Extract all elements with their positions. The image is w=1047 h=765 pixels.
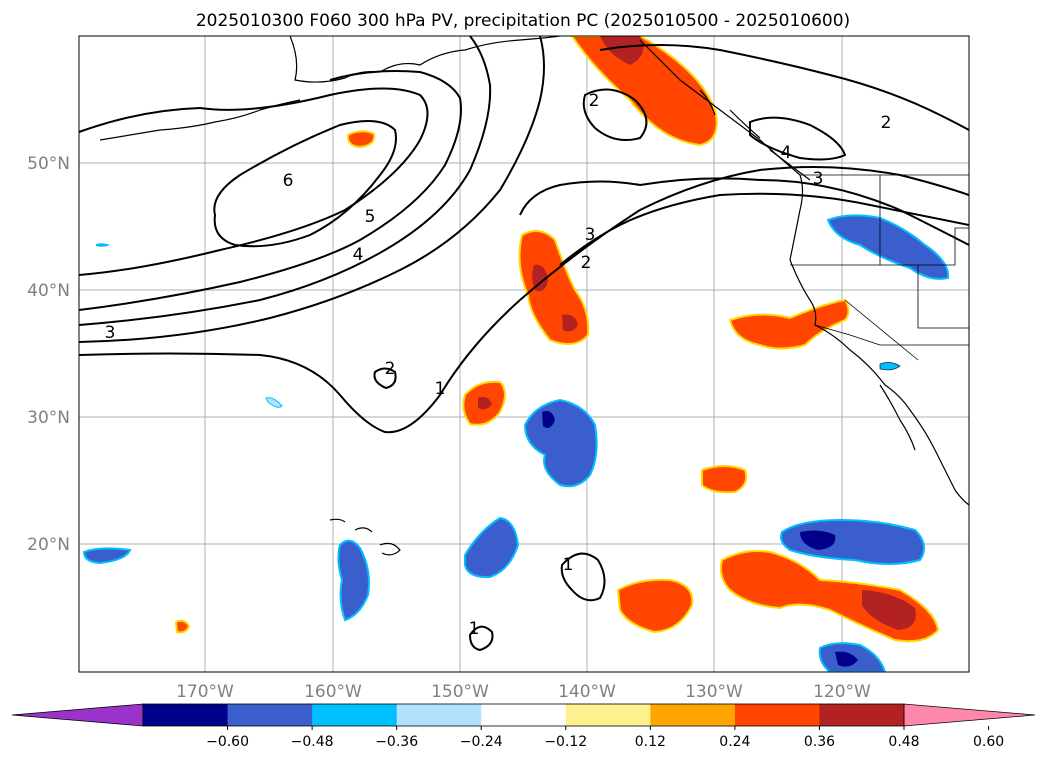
pv-contour-6 xyxy=(213,120,397,248)
contour-label: 6 xyxy=(283,171,294,191)
precip-core-subtropic-west xyxy=(478,396,492,410)
longitude-labels: 170°W 160°W 150°W 140°W 130°W 120°W xyxy=(176,682,871,702)
precip-region-small-east xyxy=(701,465,748,494)
colorbar: −0.60 −0.48 −0.36 −0.24 −0.12 0.12 0.24 0.36 0.4… xyxy=(11,703,1036,750)
colorbar-extend-high xyxy=(903,703,1036,727)
precip-core-south-east xyxy=(862,590,916,630)
contour-label: 5 xyxy=(365,207,376,227)
lon-tick-label: 160°W xyxy=(304,682,362,702)
contour-label: 1 xyxy=(469,619,480,639)
latitude-labels: 50°N 40°N 30°N 20°N xyxy=(27,154,70,555)
lon-tick-label: 170°W xyxy=(176,682,234,702)
colorbar-segment xyxy=(312,704,398,726)
colorbar-segment xyxy=(481,704,567,726)
pv-contour-2-loop xyxy=(582,88,648,141)
map-panel: 6 5 4 3 3 2 2 4 3 2 1 2 1 1 xyxy=(78,35,970,673)
pv-contour-4-loop xyxy=(749,116,847,161)
precip-core-southeast-lower xyxy=(835,651,858,667)
colorbar-segment xyxy=(143,704,229,726)
contour-label: 3 xyxy=(105,323,116,343)
contour-label: 4 xyxy=(781,143,792,163)
precip-region-far-west xyxy=(82,547,132,565)
pv-contour-5 xyxy=(79,87,429,276)
contour-label: 3 xyxy=(813,169,824,189)
precip-region-hawaii xyxy=(337,539,370,622)
precip-region-alaska-coast xyxy=(570,36,718,147)
colorbar-tick-label: −0.48 xyxy=(291,734,334,750)
contour-label: 1 xyxy=(435,379,446,399)
pv-contour-labels: 6 5 4 3 3 2 2 4 3 2 1 2 1 1 xyxy=(105,91,892,639)
lon-tick-label: 140°W xyxy=(558,682,616,702)
contour-label: 2 xyxy=(881,113,892,133)
contour-label: 2 xyxy=(589,91,600,111)
contour-label: 4 xyxy=(353,245,364,265)
colorbar-tick-label: −0.60 xyxy=(206,734,249,750)
precip-region-california xyxy=(728,298,850,350)
contour-label: 2 xyxy=(581,253,592,273)
lon-tick-label: 150°W xyxy=(431,682,489,702)
pv-contour-3-east xyxy=(519,177,969,246)
colorbar-frame xyxy=(142,703,905,727)
precip-region-southwest xyxy=(464,516,520,579)
coastline-bc-fjords xyxy=(699,89,811,181)
precip-positive-regions xyxy=(174,36,940,643)
precip-region-tiny-1 xyxy=(265,397,283,408)
precip-core-alaska xyxy=(600,36,644,65)
pv-contour-1-southwest xyxy=(468,625,494,652)
precip-region-tiny-3 xyxy=(96,243,110,247)
colorbar-tick-label: 0.24 xyxy=(719,734,750,750)
state-borders xyxy=(790,175,969,361)
political-borders xyxy=(790,174,969,361)
colorbar-segment xyxy=(650,704,736,726)
colorbar-segment xyxy=(227,704,313,726)
colorbar-tick-label: −0.24 xyxy=(460,734,503,750)
coastline-baja xyxy=(879,384,916,451)
colorbar-tick-label: 0.36 xyxy=(804,734,835,750)
contour-label: 1 xyxy=(563,555,574,575)
colorbar-tick-label: 0.48 xyxy=(888,734,919,750)
lon-tick-label: 120°W xyxy=(813,682,871,702)
lon-tick-label: 130°W xyxy=(685,682,743,702)
coastline-north-america xyxy=(639,39,969,506)
pv-contour-small-loop xyxy=(373,367,397,390)
precip-core-southeast-upper xyxy=(800,530,836,550)
pv-contour-2-west xyxy=(79,36,545,343)
precip-region-tiny-sw xyxy=(174,619,191,634)
precip-negative-regions xyxy=(82,214,950,672)
pv-contour-4 xyxy=(79,70,462,311)
precip-region-south-central xyxy=(616,578,694,634)
colorbar-tick-label: 0.60 xyxy=(973,734,1004,750)
colorbar-tick-label: 0.12 xyxy=(635,734,666,750)
precip-core-central xyxy=(542,411,555,428)
colorbar-segment xyxy=(734,704,820,726)
lat-tick-label: 30°N xyxy=(27,408,70,428)
pv-contour-1-south xyxy=(560,552,606,602)
pv-contour-1 xyxy=(79,165,969,434)
colorbar-segment xyxy=(396,704,482,726)
colorbar-tick-label: −0.12 xyxy=(544,734,587,750)
border-us-mexico xyxy=(814,324,969,346)
pv-contour-3-west xyxy=(79,36,492,326)
coastline-hawaii xyxy=(329,518,401,556)
contour-label: 2 xyxy=(385,359,396,379)
pv-contours xyxy=(79,36,969,652)
lat-tick-label: 20°N xyxy=(27,535,70,555)
lat-tick-label: 40°N xyxy=(27,281,70,301)
precip-region-tiny-2 xyxy=(879,362,901,371)
lat-tick-label: 50°N xyxy=(27,154,70,174)
figure-title: 2025010300 F060 300 hPa PV, precipitatio… xyxy=(196,11,850,31)
pv-contour-2-north xyxy=(599,44,969,131)
map-frame xyxy=(78,35,970,673)
colorbar-segment xyxy=(565,704,651,726)
colorbar-tick-label: −0.36 xyxy=(375,734,418,750)
coastline-alaska xyxy=(289,36,561,83)
precip-core-north-pacific xyxy=(532,264,578,332)
contour-label: 3 xyxy=(585,225,596,245)
colorbar-segment xyxy=(819,704,905,726)
colorbar-extend-low xyxy=(11,703,144,727)
precip-region-small-north xyxy=(346,130,376,149)
